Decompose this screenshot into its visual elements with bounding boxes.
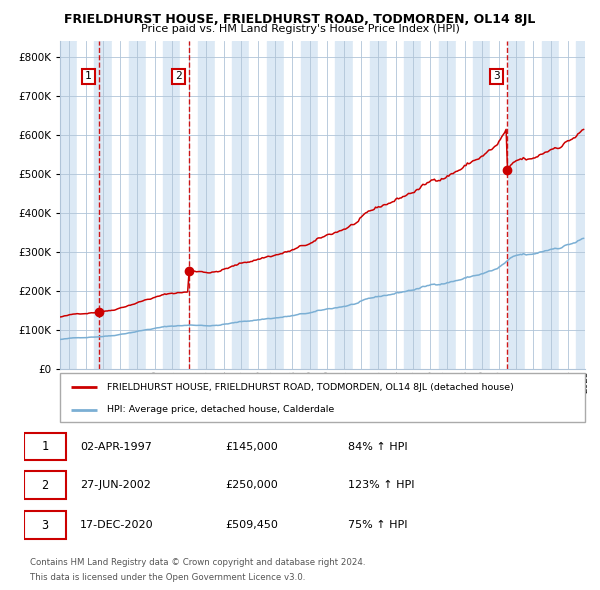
Bar (60, 41, 77, 369)
Text: 123% ↑ HPI: 123% ↑ HPI (347, 480, 414, 490)
Text: HPI: Average price, detached house, Calderdale: HPI: Average price, detached house, Cald… (107, 405, 335, 414)
Bar (318, 41, 335, 369)
Text: 84% ↑ HPI: 84% ↑ HPI (347, 441, 407, 451)
Text: £250,000: £250,000 (225, 480, 278, 490)
Bar (163, 41, 181, 369)
Text: FRIELDHURST HOUSE, FRIELDHURST ROAD, TODMORDEN, OL14 8JL (detached house): FRIELDHURST HOUSE, FRIELDHURST ROAD, TOD… (107, 382, 514, 392)
Bar (421, 41, 439, 369)
Bar (112, 41, 129, 369)
Bar (181, 41, 198, 369)
Text: This data is licensed under the Open Government Licence v3.0.: This data is licensed under the Open Gov… (30, 573, 305, 582)
Bar (542, 41, 559, 369)
Text: 75% ↑ HPI: 75% ↑ HPI (347, 520, 407, 530)
FancyBboxPatch shape (24, 471, 66, 499)
Bar (146, 41, 163, 369)
Bar (456, 41, 473, 369)
Bar (577, 41, 593, 369)
Text: 1: 1 (85, 71, 92, 81)
Text: Price paid vs. HM Land Registry's House Price Index (HPI): Price paid vs. HM Land Registry's House … (140, 24, 460, 34)
Bar (473, 41, 490, 369)
Text: £145,000: £145,000 (225, 441, 278, 451)
Bar (335, 41, 353, 369)
Text: 27-JUN-2002: 27-JUN-2002 (80, 480, 151, 490)
Bar (559, 41, 577, 369)
Bar (370, 41, 387, 369)
Bar (387, 41, 404, 369)
Text: 1: 1 (41, 440, 49, 453)
Bar (490, 41, 508, 369)
Bar (266, 41, 284, 369)
Bar (404, 41, 421, 369)
Bar (94, 41, 112, 369)
Bar (439, 41, 456, 369)
Bar (77, 41, 94, 369)
Bar (232, 41, 250, 369)
Text: 02-APR-1997: 02-APR-1997 (80, 441, 152, 451)
FancyBboxPatch shape (60, 373, 585, 422)
Bar (508, 41, 525, 369)
Text: Contains HM Land Registry data © Crown copyright and database right 2024.: Contains HM Land Registry data © Crown c… (30, 558, 365, 566)
FancyBboxPatch shape (24, 432, 66, 460)
Bar (215, 41, 232, 369)
FancyBboxPatch shape (24, 512, 66, 539)
Bar (250, 41, 266, 369)
Text: 2: 2 (41, 478, 49, 492)
Text: 2: 2 (175, 71, 182, 81)
Bar (353, 41, 370, 369)
Text: 3: 3 (41, 519, 49, 532)
Text: £509,450: £509,450 (225, 520, 278, 530)
Text: 3: 3 (493, 71, 500, 81)
Text: 17-DEC-2020: 17-DEC-2020 (80, 520, 154, 530)
Bar (525, 41, 542, 369)
Bar (198, 41, 215, 369)
Bar (129, 41, 146, 369)
Bar (301, 41, 318, 369)
Text: FRIELDHURST HOUSE, FRIELDHURST ROAD, TODMORDEN, OL14 8JL: FRIELDHURST HOUSE, FRIELDHURST ROAD, TOD… (64, 13, 536, 26)
Bar (284, 41, 301, 369)
